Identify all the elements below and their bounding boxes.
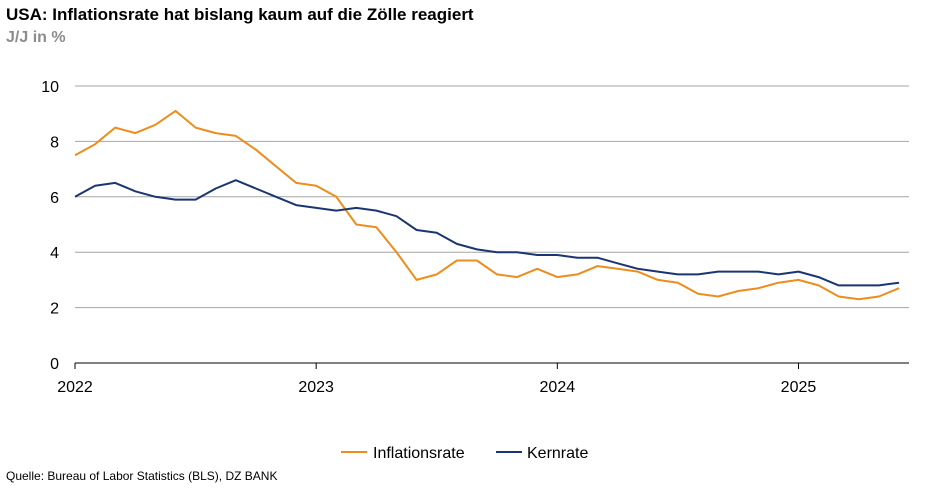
source-note: Quelle: Bureau of Labor Statistics (BLS)… [6,469,278,483]
x-axis: 2022 2023 2024 2025 [57,362,909,396]
x-tick-label: 2023 [298,379,334,396]
gridlines [75,85,909,309]
x-tick-label: 2025 [781,379,817,396]
x-tick-label: 2022 [57,379,93,396]
legend: Inflationsrate Kernrate [341,445,588,462]
chart-subtitle: J/J in % [6,29,66,46]
y-tick-label: 8 [50,134,59,151]
series-lines [74,109,900,301]
y-tick-label: 0 [50,356,59,373]
chart-title: USA: Inflationsrate hat bislang kaum auf… [6,5,474,24]
y-tick-labels: 0 2 4 6 8 10 [41,79,59,373]
x-tick-label: 2024 [540,379,576,396]
series-line-kernrate [74,179,900,287]
y-tick-label: 4 [50,245,59,262]
y-tick-label: 6 [50,190,59,207]
series-line-inflationsrate [74,109,900,301]
y-tick-label: 10 [41,79,59,96]
y-tick-label: 2 [50,301,59,318]
legend-label-inflationsrate: Inflationsrate [373,445,465,462]
legend-label-kernrate: Kernrate [527,445,588,462]
